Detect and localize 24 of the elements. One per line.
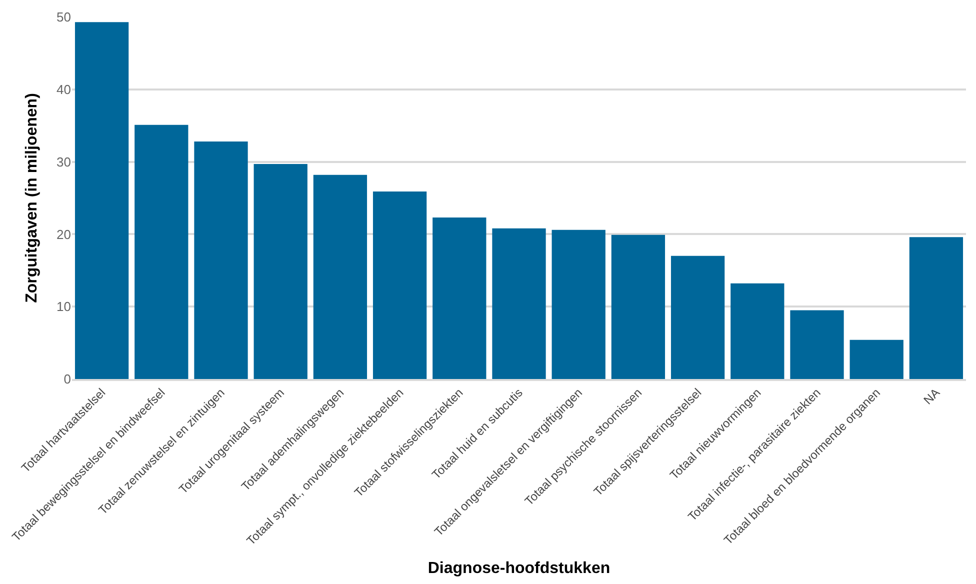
y-tick-label: 20 <box>56 226 71 242</box>
bar <box>850 340 904 379</box>
y-tick-label: 50 <box>56 10 71 25</box>
y-tick-label: 40 <box>56 82 71 97</box>
bar <box>670 256 725 379</box>
bar <box>432 218 486 379</box>
bar <box>730 283 784 379</box>
x-tick-label: NA <box>920 386 943 408</box>
bar <box>254 164 308 379</box>
bar <box>134 124 188 379</box>
y-axis-title: Zorguitgaven (in miljoenen) <box>23 93 40 303</box>
y-tick-label: 0 <box>64 372 71 387</box>
bar <box>790 310 844 379</box>
x-axis-title: Diagnose-hoofdstukken <box>428 560 610 578</box>
bar <box>313 174 368 379</box>
y-tick-label: 30 <box>56 154 71 170</box>
bar <box>372 191 427 379</box>
bar <box>611 234 666 379</box>
y-tick-label: 10 <box>56 299 71 314</box>
bar <box>194 142 248 379</box>
bar <box>552 230 606 379</box>
bar <box>492 228 546 379</box>
bar <box>74 22 129 379</box>
bar <box>909 237 964 379</box>
